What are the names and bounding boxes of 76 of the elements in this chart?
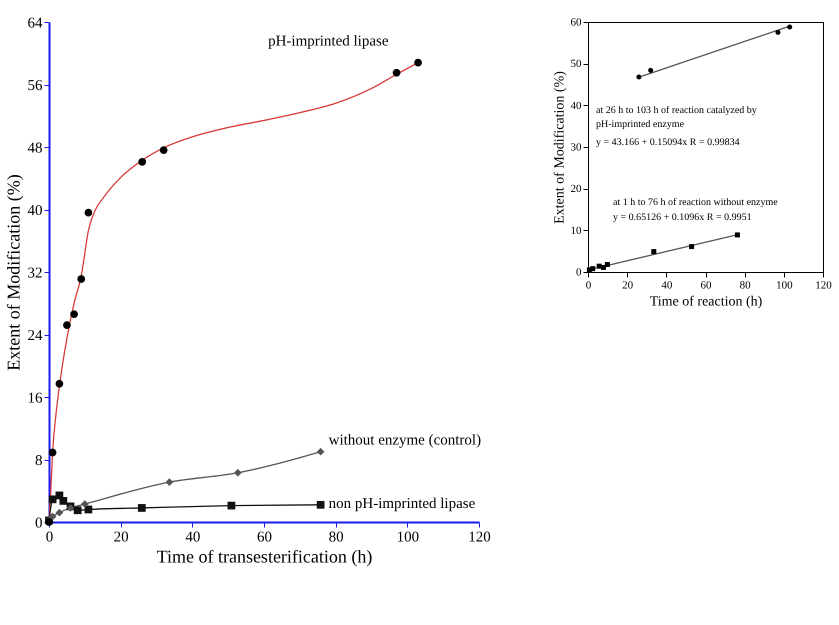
point: [734, 232, 740, 238]
point: [651, 249, 656, 254]
point: [56, 508, 64, 516]
annotation: at 26 h to 103 h of reaction catalyzed by: [596, 105, 757, 116]
y-tick-label: 20: [570, 183, 582, 196]
x-tick-label: 40: [185, 530, 200, 546]
point: [138, 504, 146, 512]
y-tick-label: 48: [28, 140, 42, 156]
x-axis-title: Time of reaction (h): [650, 294, 763, 310]
x-tick-label: 20: [622, 280, 634, 292]
annotation: y = 0.65126 + 0.1096x R = 0.9951: [613, 212, 752, 223]
x-tick-label: 0: [586, 280, 592, 292]
y-tick-label: 10: [570, 224, 582, 237]
annotation: y = 43.166 + 0.15094x R = 0.99834: [596, 137, 740, 148]
y-tick-label: 32: [28, 266, 42, 282]
y-tick-label: 64: [28, 16, 43, 32]
point: [74, 506, 82, 514]
y-tick-label: 24: [28, 328, 43, 344]
point: [48, 512, 56, 520]
point: [234, 468, 242, 477]
y-tick-label: 0: [35, 516, 42, 532]
point: [63, 321, 71, 329]
point: [77, 275, 86, 283]
point: [787, 24, 792, 30]
point: [414, 58, 422, 66]
x-axis-title: Time of transesterification (h): [156, 546, 372, 566]
x-tick-label: 0: [46, 530, 54, 546]
point: [80, 500, 89, 508]
point: [775, 30, 780, 35]
point: [590, 266, 596, 272]
x-tick-label: 60: [257, 530, 272, 546]
y-tick-label: 60: [570, 16, 582, 28]
point: [600, 264, 606, 270]
y-axis-title: Extent of Modification (%): [4, 174, 24, 371]
point: [596, 264, 602, 269]
y-tick-label: 40: [570, 100, 582, 112]
point: [160, 146, 168, 154]
y-tick-label: 50: [570, 58, 582, 70]
point: [392, 68, 400, 77]
y-tick-label: 56: [28, 78, 43, 94]
x-tick-label: 80: [740, 280, 752, 292]
point: [84, 506, 92, 514]
annotation: at 1 h to 76 h of reaction without enzyme: [613, 197, 778, 208]
x-tick-label: 120: [468, 530, 491, 546]
x-tick-label: 100: [396, 530, 420, 546]
x-tick-label: 80: [328, 530, 344, 546]
x-tick-label: 40: [661, 280, 673, 292]
y-tick-label: 40: [28, 203, 42, 219]
x-tick-label: 20: [114, 530, 129, 546]
point: [59, 497, 68, 505]
point: [48, 448, 56, 456]
y-tick-label: 16: [28, 390, 43, 406]
point: [56, 380, 64, 388]
point: [138, 158, 146, 166]
point: [648, 68, 654, 73]
point: [316, 500, 324, 509]
point: [166, 478, 174, 486]
point: [70, 310, 78, 318]
point: [84, 208, 92, 216]
point: [604, 262, 610, 267]
series-label: without enzyme (control): [328, 432, 482, 449]
x-tick-label: 60: [700, 280, 712, 292]
series-label: non pH-imprinted lipase: [328, 496, 476, 512]
y-tick-label: 0: [576, 266, 582, 278]
point: [48, 495, 56, 504]
y-axis-title: Extent of Modification (%): [552, 70, 568, 224]
point: [636, 74, 642, 80]
point: [228, 502, 236, 510]
y-tick-label: 8: [35, 453, 42, 469]
x-tick-label: 100: [776, 280, 794, 292]
y-tick-label: 30: [570, 142, 582, 154]
point: [316, 448, 324, 456]
x-tick-label: 120: [815, 280, 832, 292]
annotation: pH-imprinted enzyme: [596, 119, 685, 130]
series-label: pH-imprinted lipase: [268, 34, 389, 50]
point: [689, 244, 694, 250]
